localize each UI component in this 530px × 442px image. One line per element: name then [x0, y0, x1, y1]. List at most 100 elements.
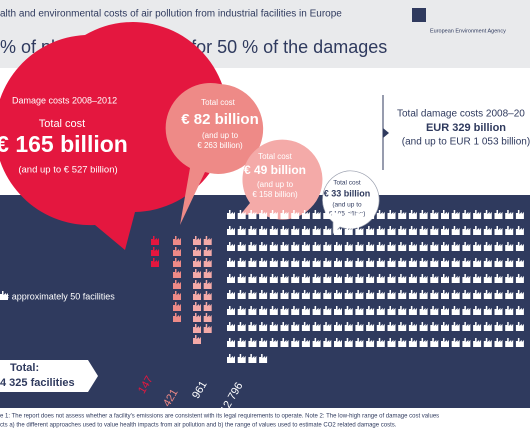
bubble-label: Total cost [39, 118, 85, 130]
legend: = approximately 50 facilities [4, 291, 115, 301]
facility-icon [505, 290, 514, 299]
facility-icon [515, 258, 524, 267]
facility-icon [408, 274, 417, 283]
facility-icon [430, 322, 439, 331]
facility-icon [312, 258, 321, 267]
facility-icon [280, 242, 289, 251]
facility-group [151, 236, 159, 267]
facility-icon [494, 322, 503, 331]
facility-icon [173, 280, 181, 289]
bubble-upper: (and up to [202, 131, 239, 140]
facility-icon [193, 335, 201, 344]
facility-icon [323, 242, 332, 251]
bubble-label: Total cost [201, 98, 236, 107]
facility-icon [193, 269, 201, 278]
facility-icon [291, 258, 300, 267]
facility-icon [0, 291, 8, 300]
facility-icon [323, 274, 332, 283]
facility-icon [269, 210, 278, 219]
facility-icon [291, 242, 300, 251]
facility-icon [203, 302, 212, 311]
facility-icon [451, 306, 460, 315]
facility-icon [515, 338, 524, 347]
facility-icon [387, 242, 396, 251]
facility-icon [291, 306, 300, 315]
facility-icon [398, 338, 407, 347]
facility-icon [366, 290, 375, 299]
facility-icon [473, 306, 482, 315]
facility-icon [483, 306, 492, 315]
facility-icon [366, 274, 375, 283]
facility-icon [494, 290, 503, 299]
facility-icon [344, 258, 353, 267]
facility-icon [344, 322, 353, 331]
facility-icon [441, 290, 449, 299]
facility-icon [419, 274, 428, 283]
facility-icon [419, 322, 428, 331]
facility-icon [269, 274, 278, 283]
facility-icon [291, 210, 300, 219]
facility-icon [301, 226, 310, 235]
facility-icon [248, 258, 257, 267]
facility-icon [430, 338, 439, 347]
facility-icon [237, 226, 246, 235]
facility-icon [398, 242, 407, 251]
facility-icon [344, 210, 353, 219]
facility-icon [323, 338, 332, 347]
facility-icon [334, 290, 342, 299]
facility-icon [259, 338, 268, 347]
facility-icon [505, 274, 514, 283]
facility-icon [366, 210, 375, 219]
facility-icon [344, 338, 353, 347]
facility-icon [408, 242, 417, 251]
facility-icon [173, 258, 181, 267]
total-box [0, 360, 98, 392]
facility-icon [151, 247, 159, 256]
logo-mark [412, 8, 426, 22]
facility-icon [451, 242, 460, 251]
facility-icon [494, 306, 503, 315]
facility-icon [515, 306, 524, 315]
bubble-upper: € 263 billion) [197, 141, 243, 150]
facility-icon [301, 274, 310, 283]
facility-icon [269, 322, 278, 331]
facility-icon [269, 290, 278, 299]
facility-icon [355, 242, 364, 251]
facility-icon [237, 274, 246, 283]
facility-icon [173, 236, 181, 245]
facility-icon [462, 242, 471, 251]
note: e 1: The report does not assess whether … [0, 414, 439, 420]
facility-icon [473, 242, 482, 251]
facility-icon [419, 210, 428, 219]
facility-icon [430, 306, 439, 315]
total-damage-upper: (and up to EUR 1 053 billion) [402, 137, 530, 148]
divider-arrow [383, 128, 389, 138]
facility-icon [473, 226, 482, 235]
facility-icon [451, 274, 460, 283]
facility-icon [355, 210, 364, 219]
facility-icon [323, 226, 332, 235]
facility-icon [462, 338, 471, 347]
facility-icon [462, 210, 471, 219]
facility-icon [344, 274, 353, 283]
facility-icon [376, 242, 385, 251]
facility-icon [193, 313, 201, 322]
facility-icon [398, 226, 407, 235]
note: cts a) the different approaches used to … [0, 423, 397, 429]
facility-icon [312, 290, 321, 299]
facility-icon [259, 274, 268, 283]
facility-icon [248, 274, 257, 283]
facility-icon [430, 226, 439, 235]
facility-icon [334, 338, 342, 347]
facility-icon [301, 210, 310, 219]
facility-icon [494, 274, 503, 283]
facility-icon [193, 280, 201, 289]
facility-icon [323, 258, 332, 267]
facility-icon [259, 354, 268, 363]
facility-icon [366, 242, 375, 251]
facility-icon [408, 306, 417, 315]
facility-icon [237, 306, 246, 315]
facility-icon [441, 274, 449, 283]
facility-icon [430, 242, 439, 251]
facility-icon [334, 226, 342, 235]
